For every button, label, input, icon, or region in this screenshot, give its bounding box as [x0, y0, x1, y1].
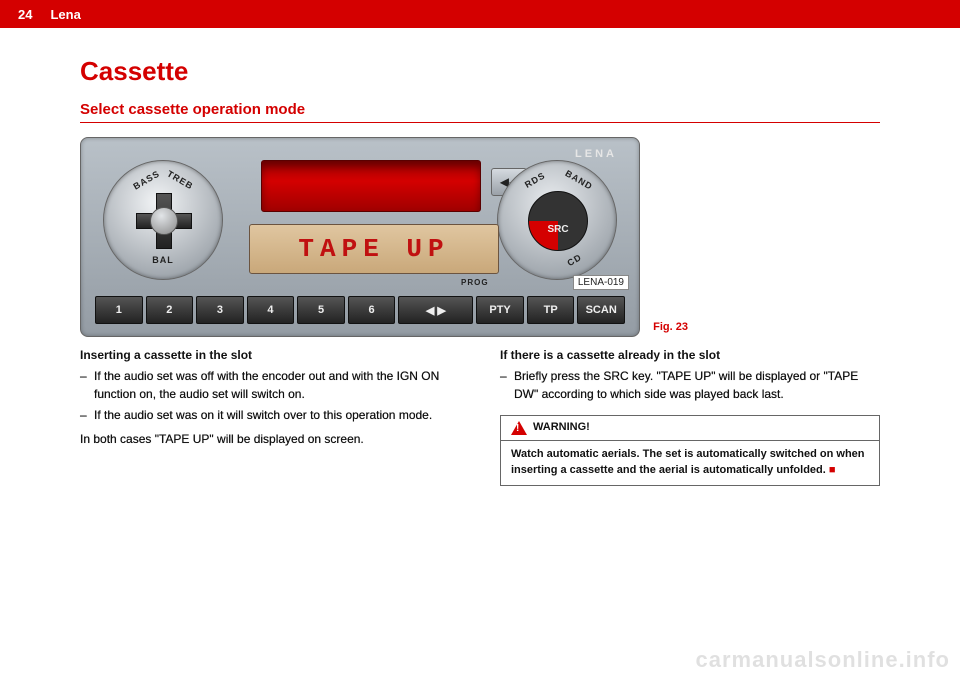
- pty-button[interactable]: PTY: [476, 296, 524, 324]
- radio-brand: LENA: [575, 148, 617, 160]
- warning-icon: [511, 421, 527, 435]
- right-heading: If there is a cassette already in the sl…: [500, 347, 880, 364]
- scan-button[interactable]: SCAN: [577, 296, 625, 324]
- cassette-slot[interactable]: [261, 160, 481, 212]
- source-dial[interactable]: RDS BAND CD SRC: [497, 160, 617, 280]
- page-subtitle: Select cassette operation mode: [80, 101, 880, 118]
- warning-header: WARNING!: [501, 416, 879, 441]
- source-knob[interactable]: SRC: [528, 191, 588, 251]
- preset-2[interactable]: 2: [146, 296, 194, 324]
- lcd-display: TAPE UP: [249, 224, 499, 274]
- right-item-1: Briefly press the SRC key. "TAPE UP" wil…: [500, 368, 880, 403]
- warning-label: WARNING!: [533, 420, 590, 436]
- preset-4[interactable]: 4: [247, 296, 295, 324]
- band-label: BAND: [564, 168, 595, 192]
- left-item-1: If the audio set was off with the encode…: [80, 368, 460, 403]
- left-footer: In both cases "TAPE UP" will be displaye…: [80, 431, 460, 448]
- content-area: Cassette Select cassette operation mode …: [0, 28, 960, 496]
- divider: [80, 122, 880, 123]
- preset-3[interactable]: 3: [196, 296, 244, 324]
- left-item-2: If the audio set was on it will switch o…: [80, 407, 460, 424]
- cd-label: CD: [566, 252, 584, 268]
- right-column: If there is a cassette already in the sl…: [500, 343, 880, 486]
- figure-tag: LENA-019: [573, 275, 629, 290]
- page-header: 24 Lena: [0, 0, 960, 28]
- dpad-center[interactable]: [150, 207, 178, 235]
- preset-1[interactable]: 1: [95, 296, 143, 324]
- left-heading: Inserting a cassette in the slot: [80, 347, 460, 364]
- preset-row: 1 2 3 4 5 6 ◀ ▶ PTY TP SCAN: [95, 296, 625, 324]
- warning-text: Watch automatic aerials. The set is auto…: [511, 448, 865, 476]
- warning-stop-icon: ■: [829, 464, 836, 476]
- prog-label: PROG: [461, 278, 489, 287]
- section-label: Lena: [50, 7, 80, 22]
- watermark: carmanualsonline.info: [696, 647, 951, 673]
- bass-label: BASS: [131, 168, 161, 191]
- page-number: 24: [18, 7, 32, 22]
- preset-5[interactable]: 5: [297, 296, 345, 324]
- arrow-rocker[interactable]: ◀ ▶: [398, 296, 473, 324]
- radio-graphic: LENA BASS TREB BAL ◀◀ ▶▶ RDS BAND CD: [80, 137, 640, 337]
- tp-button[interactable]: TP: [527, 296, 575, 324]
- tone-dpad[interactable]: BASS TREB BAL: [103, 160, 223, 280]
- warning-box: WARNING! Watch automatic aerials. The se…: [500, 415, 880, 486]
- src-label: SRC: [529, 224, 587, 235]
- left-column: Inserting a cassette in the slot If the …: [80, 343, 460, 486]
- warning-body: Watch automatic aerials. The set is auto…: [501, 441, 879, 485]
- figure-caption: Fig. 23: [653, 321, 688, 333]
- bal-label: BAL: [152, 255, 174, 265]
- figure-wrap: LENA BASS TREB BAL ◀◀ ▶▶ RDS BAND CD: [80, 137, 640, 337]
- treb-label: TREB: [165, 169, 195, 192]
- page-title: Cassette: [80, 56, 880, 87]
- rds-label: RDS: [523, 170, 547, 190]
- body-columns: Inserting a cassette in the slot If the …: [80, 343, 880, 486]
- preset-6[interactable]: 6: [348, 296, 396, 324]
